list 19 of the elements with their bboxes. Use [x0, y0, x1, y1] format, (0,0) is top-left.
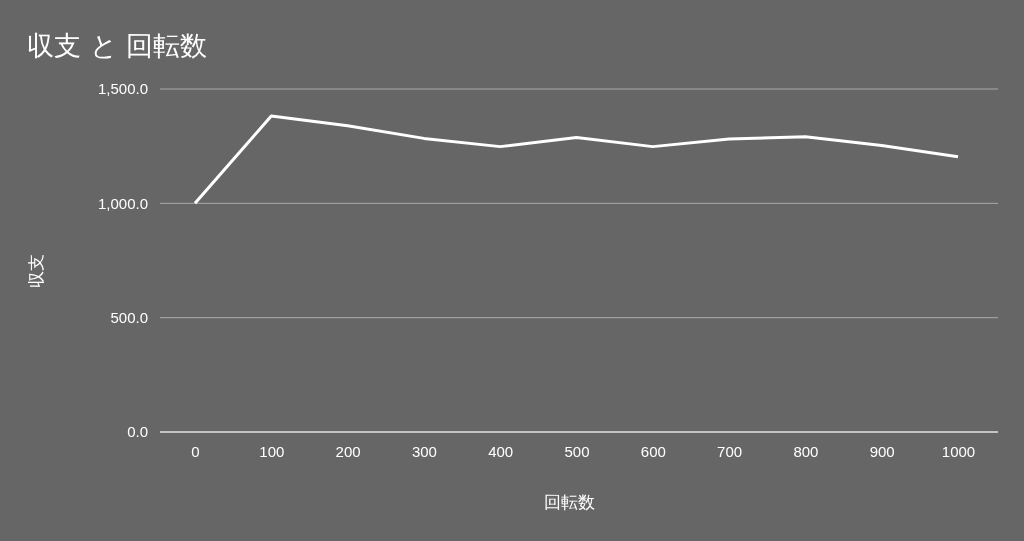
- y-tick-label: 1,500.0: [97, 80, 148, 98]
- x-tick-label: 100: [259, 442, 285, 460]
- y-tick-label: 1,000.0: [97, 194, 148, 212]
- x-tick-label: 600: [640, 442, 666, 460]
- x-tick-label: 300: [411, 442, 437, 460]
- chart-title: 収支 と 回転数: [27, 30, 208, 61]
- y-tick-label: 0.0: [127, 423, 148, 441]
- x-axis-title: 回転数: [543, 492, 595, 512]
- x-tick-label: 800: [793, 442, 819, 460]
- y-axis-title: 収支: [26, 253, 46, 288]
- y-tick-label: 500.0: [110, 308, 148, 326]
- x-tick-label: 400: [488, 442, 514, 460]
- x-tick-label: 1000: [941, 442, 976, 460]
- x-tick-label: 200: [335, 442, 361, 460]
- x-tick-label: 900: [869, 442, 895, 460]
- line-series: [193, 114, 960, 205]
- x-tick-label: 700: [717, 442, 743, 460]
- x-tick-label: 0: [191, 442, 200, 460]
- x-tick-label: 500: [564, 442, 590, 460]
